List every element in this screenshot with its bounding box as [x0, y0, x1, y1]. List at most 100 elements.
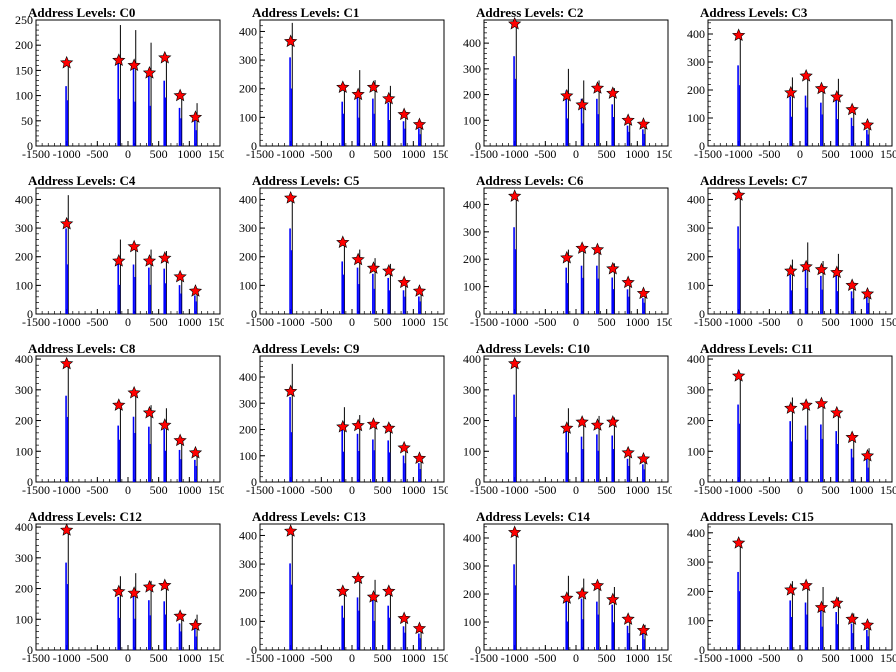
y-tick-label: 100: [687, 111, 705, 125]
peak-marker: [351, 252, 365, 266]
x-tick-label: -500: [86, 147, 108, 161]
x-tick-label: 0: [349, 483, 355, 497]
histogram-plot: 0 100 200 300 400 -1500-1000 -500 0 500 1000 1500: [15, 520, 224, 665]
peak-marker: [621, 275, 635, 289]
peak-marker: [636, 623, 651, 637]
y-tick-label: 150: [15, 63, 33, 77]
peak-marker: [188, 110, 203, 123]
y-tick-label: 300: [239, 53, 257, 67]
peak-marker: [732, 536, 746, 549]
y-tick-label: 300: [463, 383, 481, 397]
y-tick-label: 300: [463, 559, 481, 573]
peak-marker: [60, 523, 74, 536]
x-tick-label: 1000: [625, 315, 649, 329]
histogram-plot: 0 100 200 300 400 -1500-1000 -500 0 500 1000 1500: [239, 187, 448, 329]
x-tick-label: 0: [573, 147, 579, 161]
peak-marker: [412, 284, 427, 297]
x-tick-label: 0: [125, 147, 131, 161]
x-tick-label: -500: [310, 651, 332, 665]
peak-marker: [366, 261, 381, 274]
peak-marker: [830, 596, 844, 609]
y-tick-label: 200: [239, 82, 257, 96]
x-tick-label: 0: [125, 483, 131, 497]
histogram-panel: Address Levels: C14 0 100 200 300 400 -1500 -10…: [448, 504, 672, 672]
y-tick-label: 200: [15, 582, 33, 596]
panel-title: Address Levels: C2: [476, 5, 584, 20]
y-tick-label: 200: [239, 423, 257, 437]
peak-marker: [830, 405, 844, 419]
peak-marker: [606, 592, 620, 606]
histogram-plot: 0 100 200 300 400 -1500-1000 -500 0 500 1000 1500: [239, 19, 448, 161]
peak-marker: [575, 97, 589, 111]
peak-marker: [606, 415, 620, 428]
peak-marker: [860, 448, 875, 462]
y-tick-label: 400: [687, 192, 705, 206]
x-tick-label: 0: [349, 147, 355, 161]
y-tick-label: 100: [239, 614, 257, 628]
y-tick-label: 300: [687, 555, 705, 569]
y-tick-label: 200: [15, 414, 33, 428]
peak-marker: [845, 612, 859, 625]
peak-marker: [112, 398, 126, 411]
x-tick-label: -500: [758, 483, 780, 497]
peak-marker: [621, 445, 635, 459]
peak-marker: [814, 396, 829, 410]
y-tick-label: 300: [687, 221, 705, 235]
histogram-plot: 0 100 200 300 400 -1500-1000 -500 0 500 1000 1500: [15, 352, 224, 497]
peak-marker: [575, 415, 589, 428]
x-tick-label: -500: [310, 315, 332, 329]
histogram-panel: Address Levels: C4 0 100 200 300 400 -1500 -100…: [0, 168, 224, 336]
histogram-panel: Address Levels: C2 0 100 200 300 400 -1500 -100…: [448, 0, 672, 168]
x-tick-label: 500: [150, 147, 168, 161]
x-tick-label: -1000: [725, 483, 753, 497]
peak-marker: [830, 265, 844, 279]
x-tick-label: 0: [349, 315, 355, 329]
histogram-panel: Address Levels: C10 0 100 200 300 400 -1500 -10…: [448, 336, 672, 504]
y-tick-label: 200: [239, 250, 257, 264]
peak-marker: [284, 384, 298, 398]
peak-marker: [732, 369, 746, 382]
x-tick-label: 1500: [432, 483, 448, 497]
peak-marker: [158, 50, 172, 64]
peak-marker: [112, 53, 126, 66]
peak-marker: [814, 262, 829, 276]
panel-title: Address Levels: C10: [476, 341, 590, 356]
peak-marker: [621, 612, 635, 625]
plot-frame: [707, 187, 893, 315]
y-tick-label: 100: [15, 612, 33, 626]
y-tick-label: 300: [15, 221, 33, 235]
peak-marker: [188, 618, 203, 632]
peak-marker: [508, 16, 522, 30]
peak-marker: [351, 418, 365, 432]
y-tick-label: 0: [27, 475, 33, 489]
panel-title: Address Levels: C6: [476, 173, 584, 188]
x-tick-label: 500: [374, 315, 392, 329]
x-tick-label: 1500: [880, 147, 896, 161]
x-tick-label: -500: [86, 651, 108, 665]
x-tick-label: 1000: [625, 147, 649, 161]
x-tick-label: -1000: [277, 483, 305, 497]
x-tick-label: 1500: [656, 483, 672, 497]
y-tick-label: 0: [475, 643, 481, 657]
y-tick-label: 400: [15, 352, 33, 366]
x-tick-label: 1000: [849, 651, 873, 665]
x-tick-label: 1000: [849, 315, 873, 329]
y-tick-label: 400: [239, 24, 257, 38]
x-tick-label: -1000: [725, 315, 753, 329]
x-tick-label: 0: [573, 315, 579, 329]
peak-marker: [60, 55, 74, 69]
x-tick-label: -1500: [694, 483, 722, 497]
y-tick-label: 300: [687, 383, 705, 397]
x-tick-label: 0: [125, 651, 131, 665]
peak-marker: [845, 102, 859, 116]
peak-marker: [590, 418, 605, 431]
peak-marker: [142, 405, 157, 419]
peak-marker: [112, 254, 126, 267]
peak-marker: [336, 584, 350, 597]
y-tick-label: 0: [699, 139, 705, 153]
y-tick-label: 200: [463, 414, 481, 428]
peak-marker: [799, 578, 813, 592]
y-tick-label: 100: [687, 278, 705, 292]
x-tick-label: -500: [758, 147, 780, 161]
peak-marker: [784, 264, 798, 277]
